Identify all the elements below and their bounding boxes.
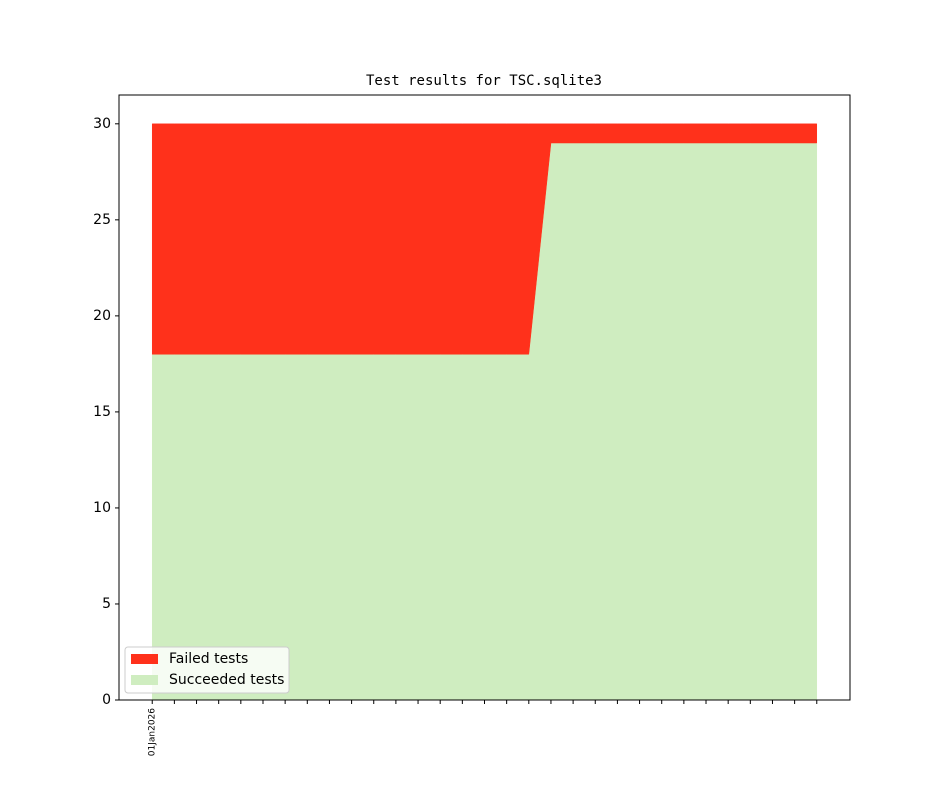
y-tick-label: 15 <box>93 404 111 420</box>
legend-box <box>124 646 290 694</box>
legend-label: Failed tests <box>169 651 248 667</box>
y-tick-label: 20 <box>93 308 111 324</box>
y-tick-label: 30 <box>93 116 111 132</box>
legend-swatch <box>131 675 158 685</box>
chart-title: Test results for TSC.sqlite3 <box>366 73 602 89</box>
y-tick-label: 25 <box>93 212 111 228</box>
area <box>151 123 818 355</box>
y-tick-label: 10 <box>93 500 111 516</box>
legend-swatch <box>131 654 158 664</box>
x-tick-label: 01Jan2026 <box>148 708 158 757</box>
y-tick-label: 0 <box>102 692 111 708</box>
legend-label: Succeeded tests <box>169 672 284 688</box>
y-tick-label: 5 <box>102 596 111 612</box>
legend: Failed tests Succeeded tests <box>124 646 290 694</box>
